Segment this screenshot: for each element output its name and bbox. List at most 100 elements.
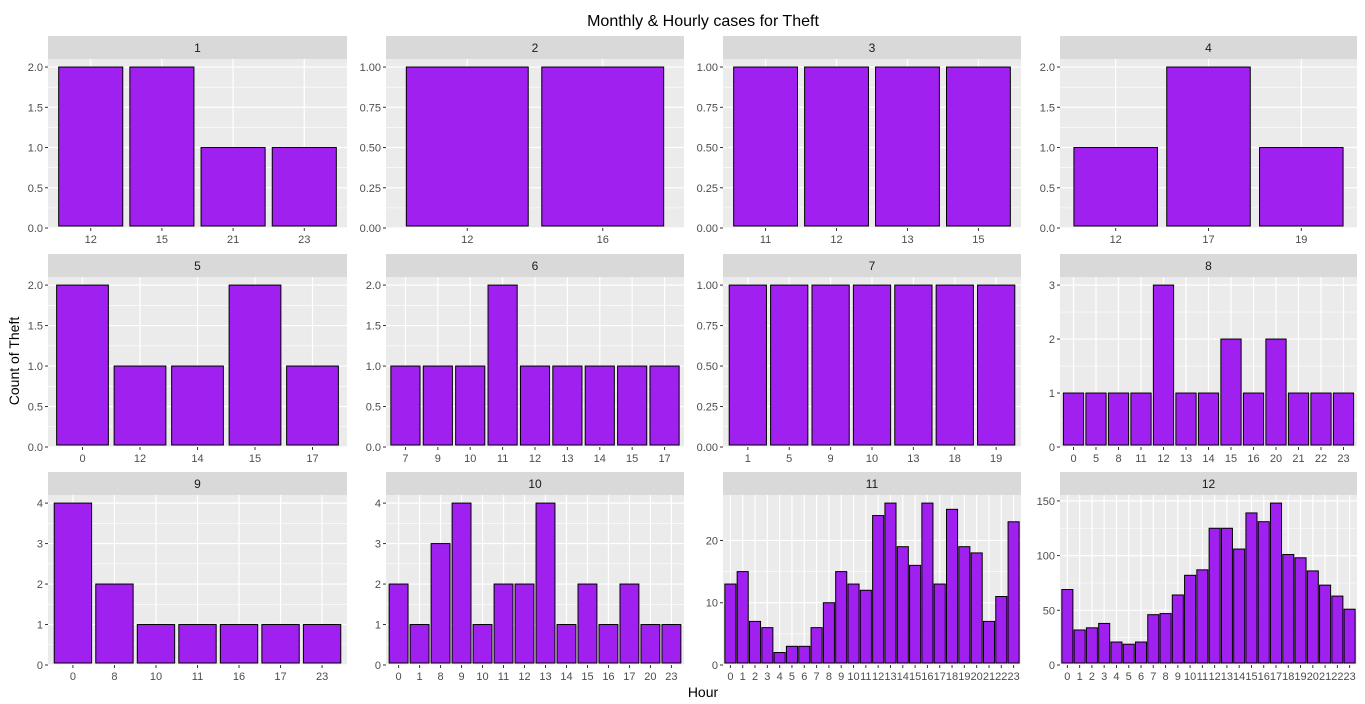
facet-strip-label: 7 (869, 259, 876, 273)
x-tick-label: 9 (458, 671, 464, 683)
x-tick-label: 11 (498, 671, 509, 683)
bar (577, 583, 598, 664)
chart-title: Monthly & Hourly cases for Theft (587, 13, 819, 30)
y-tick-label: 1.0 (366, 361, 381, 373)
facet-strip (1060, 472, 1357, 495)
facet-strip (386, 254, 684, 277)
bar (811, 284, 850, 446)
facet-strip (1060, 254, 1357, 277)
x-tick-label: 12 (134, 453, 146, 465)
x-tick-label: 14 (1233, 671, 1245, 683)
y-tick-label: 2 (37, 579, 43, 591)
y-tick-label: 0 (1049, 660, 1055, 672)
bar (430, 543, 451, 664)
bar (733, 66, 799, 227)
bar (541, 66, 665, 227)
y-tick-label: 3 (37, 539, 43, 551)
x-tick-label: 15 (626, 453, 638, 465)
x-tick-label: 22 (995, 671, 1007, 683)
x-tick-label: 15 (972, 234, 984, 246)
x-tick-label: 12 (518, 671, 530, 683)
x-tick-label: 12 (461, 234, 473, 246)
bar (1159, 613, 1172, 664)
y-tick-label: 100 (1037, 551, 1055, 563)
x-tick-label: 0 (727, 671, 733, 683)
bar (1245, 512, 1258, 664)
bar (1061, 589, 1074, 664)
bar (113, 365, 167, 446)
x-tick-label: 8 (826, 671, 832, 683)
x-tick-label: 19 (958, 671, 970, 683)
x-tick-label: 2 (752, 671, 758, 683)
x-axis-label: Hour (688, 684, 719, 699)
bar (552, 365, 583, 446)
bar (977, 284, 1016, 446)
y-tick-label: 150 (1037, 496, 1055, 508)
bar (649, 365, 680, 446)
x-tick-label: 22 (1331, 671, 1343, 683)
bar (1197, 392, 1220, 446)
x-tick-label: 16 (921, 671, 933, 683)
bar (493, 583, 514, 664)
x-tick-label: 12 (1209, 671, 1221, 683)
y-tick-label: 2 (375, 579, 381, 591)
bar (884, 502, 897, 664)
bar (1265, 338, 1287, 446)
y-tick-label: 2.0 (366, 280, 381, 292)
bar (1287, 392, 1310, 446)
bar (56, 284, 109, 446)
y-tick-label: 3 (375, 539, 381, 551)
bar (1098, 622, 1111, 664)
x-tick-label: 17 (623, 671, 635, 683)
x-tick-label: 1 (740, 671, 746, 683)
bar (852, 284, 892, 446)
y-tick-label: 0.0 (28, 223, 43, 235)
y-tick-label: 0 (1049, 442, 1055, 454)
bar (1122, 643, 1135, 664)
x-tick-label: 15 (581, 671, 593, 683)
facet-strip-label: 6 (532, 259, 539, 273)
bar (661, 624, 682, 664)
x-tick-label: 8 (1162, 671, 1168, 683)
y-tick-label: 20 (706, 535, 718, 547)
y-tick-label: 1.00 (360, 62, 381, 74)
x-tick-label: 13 (1180, 453, 1192, 465)
x-tick-label: 19 (1295, 234, 1307, 246)
x-tick-label: 0 (1064, 671, 1070, 683)
x-tick-label: 13 (561, 453, 573, 465)
facet-strip-label: 2 (532, 41, 539, 55)
facet-strip-label: 3 (869, 41, 876, 55)
x-tick-label: 12 (1157, 453, 1169, 465)
y-tick-label: 0 (37, 660, 43, 672)
bar (302, 624, 342, 664)
bar (835, 571, 848, 664)
x-tick-label: 21 (1292, 453, 1304, 465)
bar (1184, 574, 1197, 664)
bar (58, 66, 124, 227)
bar (53, 502, 93, 664)
x-tick-label: 7 (1150, 671, 1156, 683)
x-tick-label: 16 (602, 671, 614, 683)
bar (1319, 584, 1332, 664)
x-tick-label: 14 (560, 671, 572, 683)
bar (1208, 527, 1221, 664)
x-tick-label: 20 (971, 671, 983, 683)
bar (847, 583, 860, 664)
x-tick-label: 4 (777, 671, 783, 683)
bar (1269, 502, 1283, 664)
y-tick-label: 2.0 (1040, 62, 1055, 74)
x-tick-label: 14 (594, 453, 606, 465)
bar (921, 502, 934, 664)
bar (405, 66, 529, 227)
bar (933, 583, 946, 664)
facet-strip (723, 472, 1021, 495)
x-tick-label: 21 (983, 671, 995, 683)
bar (1220, 527, 1233, 664)
x-tick-label: 11 (497, 453, 508, 465)
y-tick-label: 1.00 (697, 62, 718, 74)
bar (228, 284, 282, 446)
y-tick-label: 0.5 (28, 402, 43, 414)
x-tick-label: 13 (1221, 671, 1233, 683)
facet-strip-label: 10 (528, 477, 542, 491)
